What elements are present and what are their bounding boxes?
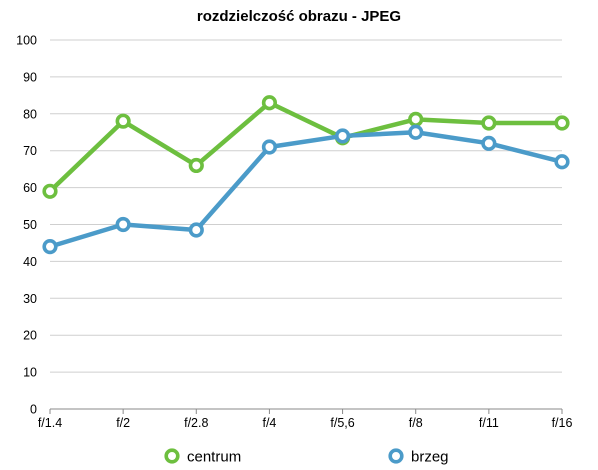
gridlines — [50, 39, 562, 373]
legend: centrum brzeg — [164, 448, 449, 466]
legend-label: centrum — [187, 449, 241, 466]
legend-marker — [388, 448, 404, 464]
y-tick-label: 40 — [23, 255, 37, 269]
legend-label: brzeg — [411, 449, 449, 466]
x-tick-label: f/8 — [409, 416, 423, 430]
y-tick-label: 100 — [16, 34, 37, 48]
series-layer — [42, 95, 570, 255]
data-point — [554, 154, 570, 170]
chart-title: rozdzielczość obrazu - JPEG — [197, 8, 401, 25]
data-point — [188, 222, 204, 238]
x-tick-label: f/5,6 — [330, 416, 354, 430]
data-point — [115, 113, 131, 129]
data-point — [188, 157, 204, 174]
x-tick-label: f/11 — [479, 416, 499, 430]
x-axis: f/1.4 f/2 f/2.8 f/4 f/5,6 f/8 f/11 f/16 — [38, 408, 573, 430]
data-point — [481, 135, 497, 151]
data-point — [42, 239, 58, 255]
y-axis-tick-labels: 0 10 20 30 40 50 60 70 80 90 100 — [16, 34, 37, 417]
series-brzeg — [42, 124, 570, 255]
y-tick-label: 10 — [23, 366, 37, 380]
data-point — [334, 128, 351, 144]
data-point — [408, 111, 424, 127]
data-point — [261, 95, 278, 111]
y-tick-label: 20 — [23, 329, 37, 343]
y-tick-label: 90 — [23, 70, 37, 84]
y-tick-label: 70 — [23, 144, 37, 158]
y-tick-label: 60 — [23, 181, 37, 195]
x-tick-label: f/2 — [116, 416, 130, 430]
data-point — [408, 124, 424, 140]
x-tick-label: f/1.4 — [38, 416, 62, 430]
legend-item: centrum — [164, 448, 241, 466]
data-point — [554, 115, 570, 131]
data-point — [481, 115, 497, 131]
series-line — [47, 100, 565, 194]
legend-marker — [164, 448, 180, 464]
x-tick-label: f/4 — [262, 416, 276, 430]
y-tick-label: 80 — [23, 107, 37, 121]
data-point — [261, 139, 278, 155]
x-tick-label: f/16 — [552, 416, 573, 430]
series-line — [47, 130, 565, 249]
data-point — [42, 183, 58, 199]
y-tick-label: 30 — [23, 292, 37, 306]
y-tick-label: 50 — [23, 218, 37, 232]
x-tick-label: f/2.8 — [184, 416, 208, 430]
y-tick-label: 0 — [30, 403, 37, 417]
legend-item: brzeg — [388, 448, 449, 466]
data-point — [115, 216, 131, 233]
